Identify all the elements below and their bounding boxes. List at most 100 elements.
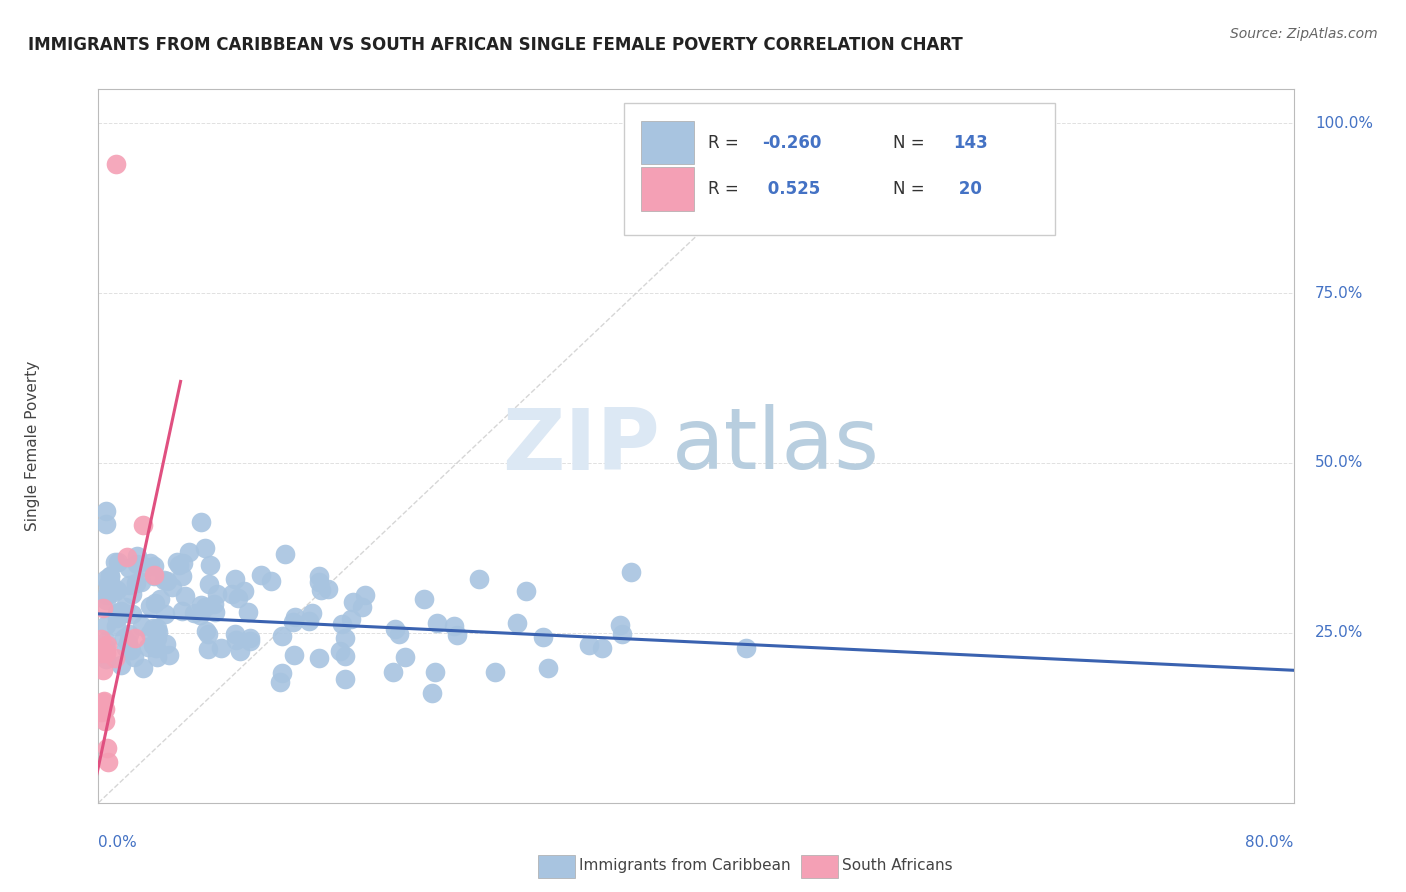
- Point: [94, 618, 117, 632]
- Point: [125, 549, 148, 563]
- Point: [136, 640, 159, 654]
- Point: [143, 568, 166, 582]
- Text: 100.0%: 100.0%: [1315, 116, 1374, 131]
- Point: [90, 632, 112, 647]
- Point: [90, 646, 112, 660]
- Point: [197, 642, 219, 657]
- Point: [96, 638, 118, 652]
- Point: [117, 636, 139, 650]
- Point: [239, 631, 262, 645]
- Point: [354, 588, 377, 602]
- Point: [104, 618, 127, 632]
- Point: [139, 626, 162, 640]
- Point: [153, 573, 176, 587]
- Point: [202, 597, 225, 611]
- Point: [105, 611, 128, 625]
- Text: N =: N =: [893, 134, 929, 152]
- Point: [394, 650, 416, 665]
- Point: [94, 572, 117, 586]
- Point: [103, 585, 125, 599]
- Point: [142, 638, 165, 652]
- Point: [107, 555, 129, 569]
- Point: [484, 665, 506, 679]
- Point: [98, 573, 121, 587]
- Point: [506, 616, 529, 631]
- Point: [269, 675, 291, 690]
- Text: 80.0%: 80.0%: [1246, 835, 1294, 850]
- Point: [94, 593, 117, 607]
- Point: [97, 577, 120, 591]
- Point: [115, 640, 138, 655]
- Text: Immigrants from Caribbean: Immigrants from Caribbean: [579, 858, 792, 872]
- Point: [384, 623, 406, 637]
- Text: IMMIGRANTS FROM CARIBBEAN VS SOUTH AFRICAN SINGLE FEMALE POVERTY CORRELATION CHA: IMMIGRANTS FROM CARIBBEAN VS SOUTH AFRIC…: [28, 36, 963, 54]
- Point: [195, 624, 218, 638]
- Point: [388, 627, 411, 641]
- Text: atlas: atlas: [672, 404, 880, 488]
- Point: [329, 644, 352, 658]
- Point: [129, 574, 152, 589]
- Point: [132, 661, 155, 675]
- Point: [194, 541, 217, 555]
- Point: [188, 607, 211, 622]
- Point: [531, 630, 554, 644]
- Point: [221, 587, 243, 601]
- Point: [238, 606, 260, 620]
- Point: [211, 640, 233, 655]
- Point: [97, 755, 120, 769]
- Point: [316, 582, 339, 597]
- FancyBboxPatch shape: [641, 168, 693, 211]
- Point: [515, 583, 537, 598]
- Text: 25.0%: 25.0%: [1315, 625, 1364, 640]
- Point: [271, 629, 294, 643]
- Point: [112, 631, 135, 645]
- Point: [153, 607, 176, 621]
- Point: [233, 583, 256, 598]
- Point: [100, 569, 122, 583]
- Point: [132, 518, 155, 533]
- Point: [107, 606, 129, 620]
- Point: [620, 566, 643, 580]
- Point: [591, 640, 613, 655]
- Point: [118, 561, 141, 575]
- Point: [96, 588, 118, 602]
- FancyBboxPatch shape: [641, 121, 693, 164]
- Point: [308, 569, 330, 583]
- Point: [179, 545, 201, 559]
- Point: [131, 619, 153, 633]
- Point: [311, 582, 333, 597]
- Point: [170, 569, 193, 583]
- Text: N =: N =: [893, 180, 929, 198]
- Point: [101, 579, 124, 593]
- Point: [350, 600, 373, 615]
- Point: [335, 648, 357, 663]
- Point: [423, 665, 446, 679]
- Point: [94, 633, 117, 648]
- Point: [468, 572, 491, 586]
- Point: [238, 634, 260, 648]
- Point: [205, 587, 228, 601]
- Point: [94, 646, 117, 660]
- Point: [198, 558, 221, 573]
- Point: [160, 580, 183, 594]
- Point: [110, 657, 132, 672]
- Point: [308, 650, 330, 665]
- Point: [121, 587, 143, 601]
- Point: [143, 559, 166, 574]
- Point: [110, 603, 132, 617]
- Text: Source: ZipAtlas.com: Source: ZipAtlas.com: [1230, 27, 1378, 41]
- Point: [259, 574, 281, 588]
- Point: [143, 596, 166, 610]
- Text: South Africans: South Africans: [842, 858, 953, 872]
- Point: [124, 632, 146, 646]
- Point: [157, 648, 180, 663]
- Point: [224, 572, 246, 586]
- Point: [226, 591, 249, 606]
- Point: [340, 612, 363, 626]
- Point: [94, 702, 117, 716]
- Point: [118, 626, 141, 640]
- Point: [342, 595, 364, 609]
- Point: [283, 615, 305, 629]
- Point: [146, 650, 169, 665]
- Point: [298, 614, 321, 628]
